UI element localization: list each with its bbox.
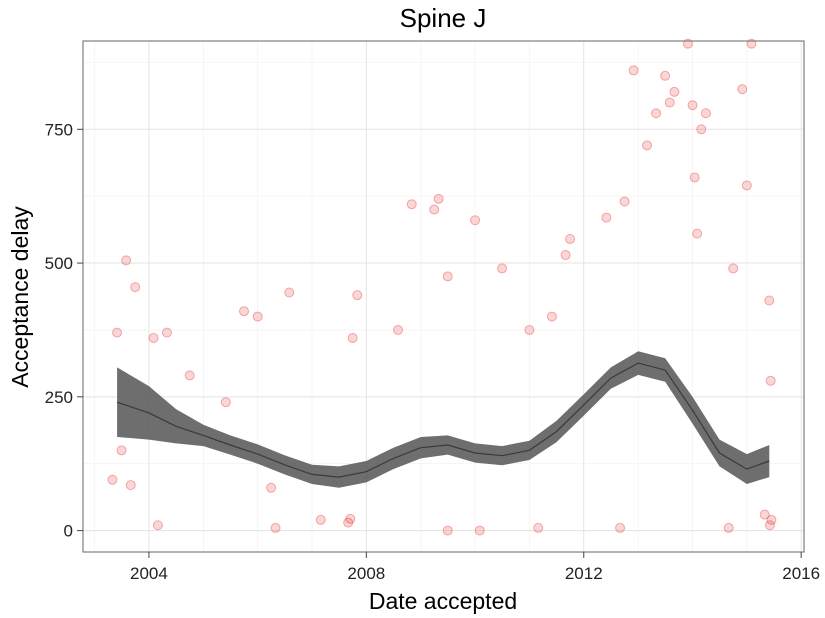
data-point — [442, 271, 453, 282]
data-point — [601, 212, 612, 223]
data-point — [741, 180, 752, 191]
y-tick-label: 250 — [45, 388, 73, 407]
data-point — [284, 287, 295, 298]
data-point — [474, 525, 485, 536]
data-point — [664, 97, 675, 108]
data-point — [393, 324, 404, 335]
data-point — [565, 233, 576, 244]
data-point — [700, 108, 711, 119]
smooth-line — [116, 362, 770, 478]
data-point — [669, 86, 680, 97]
data-point — [352, 290, 363, 301]
data-point — [759, 509, 770, 520]
data-point — [107, 474, 118, 485]
x-tick-label: 2008 — [347, 564, 385, 583]
data-point — [689, 172, 700, 183]
data-point — [470, 215, 481, 226]
data-points — [107, 38, 777, 536]
data-point — [560, 250, 571, 261]
data-point — [345, 513, 356, 524]
x-axis: 2004 2008 2012 2016 — [130, 552, 820, 583]
x-tick-label: 2004 — [130, 564, 168, 583]
x-tick-label: 2012 — [565, 564, 603, 583]
y-tick-label: 750 — [45, 120, 73, 139]
data-point — [651, 108, 662, 119]
data-point — [764, 520, 775, 531]
data-point — [764, 295, 775, 306]
data-point — [406, 199, 417, 210]
data-point — [148, 332, 159, 343]
data-point — [533, 522, 544, 533]
y-tick-label: 0 — [64, 522, 73, 541]
data-point — [152, 520, 163, 531]
data-point — [497, 263, 508, 274]
plot-panel — [82, 40, 805, 553]
x-axis-title: Date accepted — [369, 588, 517, 614]
data-point — [766, 514, 777, 525]
data-point — [125, 480, 136, 491]
data-point — [524, 324, 535, 335]
data-point — [130, 282, 141, 293]
data-point — [347, 332, 358, 343]
data-point — [660, 70, 671, 81]
data-point — [116, 445, 127, 456]
data-point — [723, 522, 734, 533]
data-point — [343, 517, 354, 528]
data-point — [765, 375, 776, 386]
data-point — [184, 370, 195, 381]
data-point — [628, 65, 639, 76]
smooth-trend — [116, 351, 770, 488]
data-point — [687, 100, 698, 111]
data-point — [728, 263, 739, 274]
data-point — [121, 255, 132, 266]
data-point — [220, 397, 231, 408]
data-point — [161, 327, 172, 338]
data-point — [270, 522, 281, 533]
data-point — [442, 525, 453, 536]
data-point — [619, 196, 630, 207]
y-axis-title: Acceptance delay — [7, 206, 33, 388]
data-point — [429, 204, 440, 215]
data-point — [696, 124, 707, 135]
data-point — [692, 228, 703, 239]
data-point — [546, 311, 557, 322]
data-point — [266, 482, 277, 493]
data-point — [239, 306, 250, 317]
data-point — [315, 514, 326, 525]
data-point — [433, 193, 444, 204]
chart-title: Spine J — [400, 3, 487, 33]
y-tick-label: 500 — [45, 254, 73, 273]
y-axis: 0 250 500 750 — [45, 120, 83, 541]
x-tick-label: 2016 — [782, 564, 820, 583]
data-point — [642, 140, 653, 151]
smooth-confidence-band — [117, 351, 770, 488]
data-point — [252, 311, 263, 322]
grid — [83, 41, 804, 552]
data-point — [737, 84, 748, 95]
data-point — [112, 327, 123, 338]
data-point — [615, 522, 626, 533]
